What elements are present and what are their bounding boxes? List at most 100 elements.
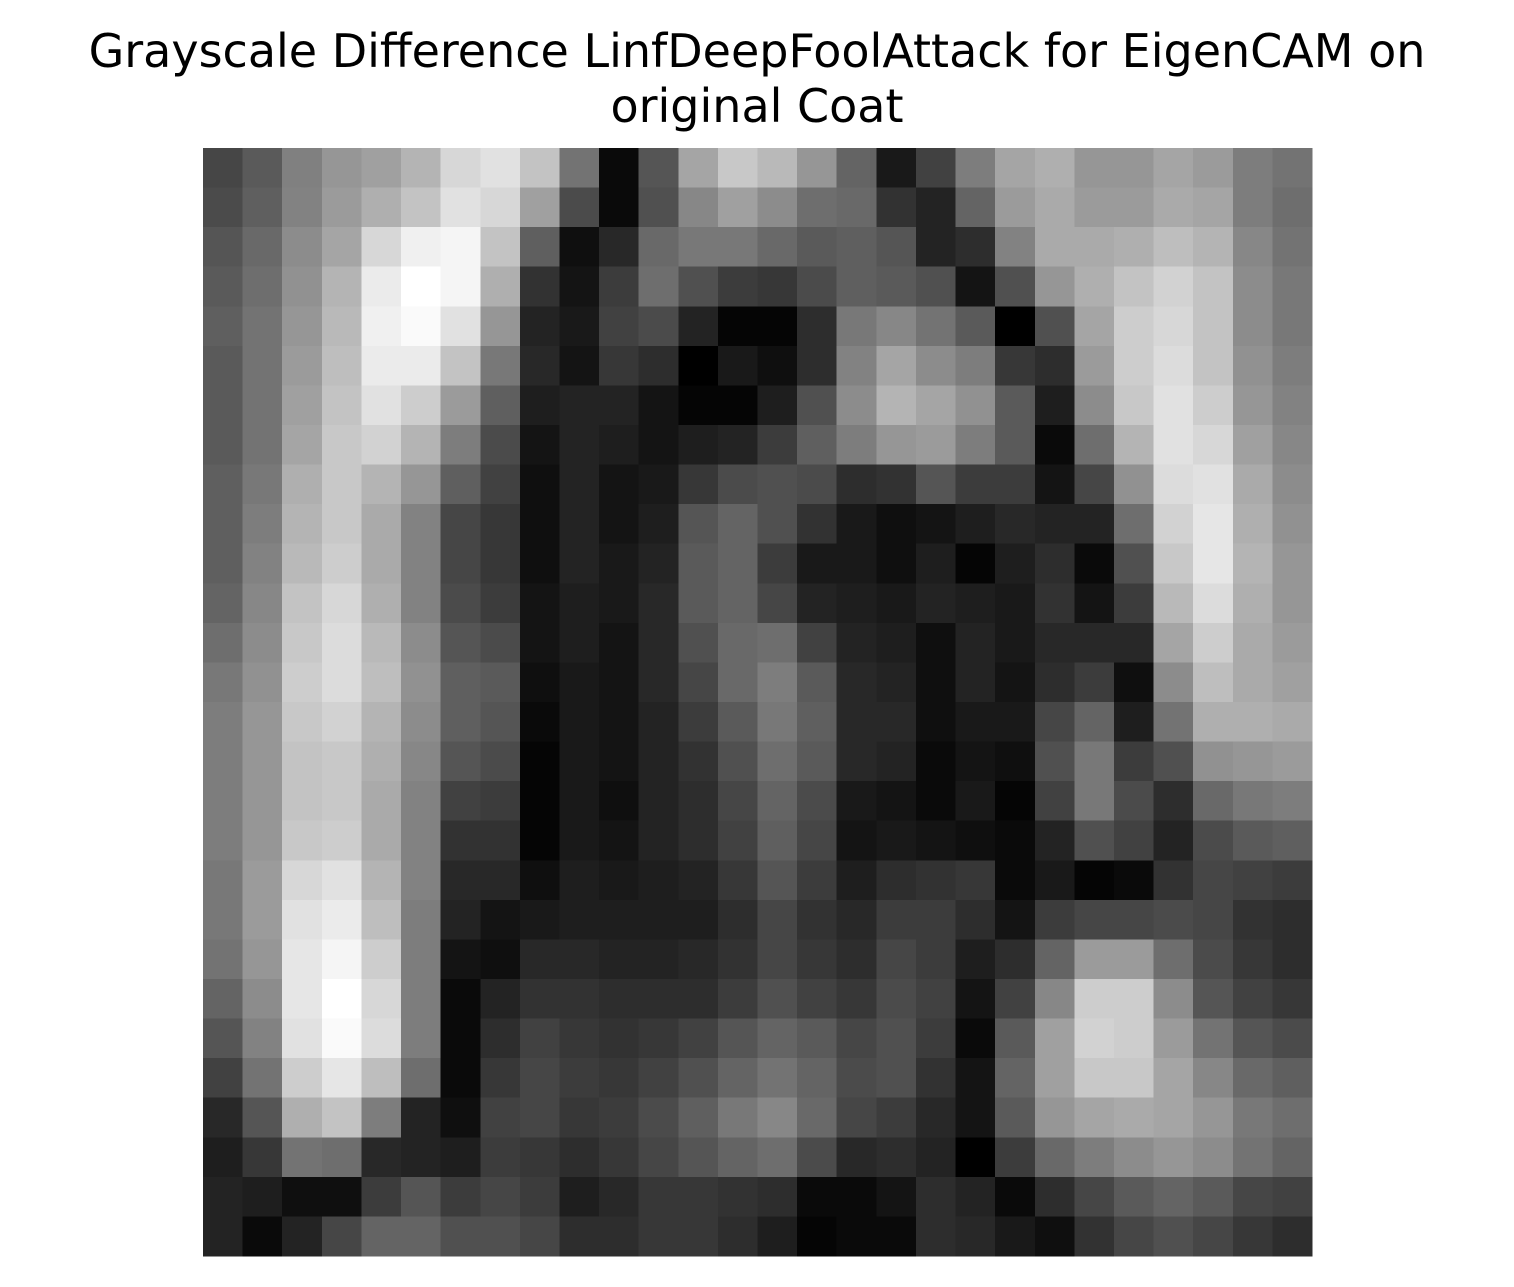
heatmap-cell xyxy=(836,939,877,980)
heatmap-cell xyxy=(995,1097,1036,1138)
heatmap-cell xyxy=(836,979,877,1020)
heatmap-cell xyxy=(599,1176,640,1218)
heatmap-cell xyxy=(1272,504,1313,545)
heatmap-cell xyxy=(638,899,679,941)
heatmap-cell xyxy=(1034,899,1075,941)
heatmap-cell xyxy=(559,899,600,941)
heatmap-cell xyxy=(1193,860,1234,901)
heatmap-cell xyxy=(559,622,600,664)
heatmap-cell xyxy=(915,345,957,387)
heatmap-cell xyxy=(203,148,244,189)
heatmap-cell xyxy=(1193,583,1234,624)
heatmap-cell xyxy=(915,781,957,822)
heatmap-cell xyxy=(1113,899,1155,941)
heatmap-cell xyxy=(1113,464,1155,505)
heatmap-cell xyxy=(401,1137,442,1178)
heatmap-cell xyxy=(1193,227,1234,268)
heatmap-cell xyxy=(440,266,481,307)
heatmap-cell xyxy=(203,1058,244,1099)
heatmap-cell xyxy=(1232,345,1273,387)
heatmap-cell xyxy=(757,662,798,703)
heatmap-cell xyxy=(1232,385,1273,426)
heatmap-cell xyxy=(1113,939,1155,980)
heatmap-cell xyxy=(915,583,957,624)
heatmap-cell xyxy=(1272,1216,1313,1257)
heatmap-cell xyxy=(321,385,363,426)
heatmap-cell xyxy=(242,504,283,545)
heatmap-cell xyxy=(203,820,244,861)
heatmap-cell xyxy=(678,227,719,268)
heatmap-cell xyxy=(1153,1216,1194,1257)
heatmap-cell xyxy=(1034,187,1075,228)
heatmap-cell xyxy=(1153,622,1194,664)
heatmap-cell xyxy=(1153,583,1194,624)
heatmap-cell xyxy=(480,425,521,466)
heatmap-cell xyxy=(440,662,481,703)
heatmap-cell xyxy=(282,741,323,782)
heatmap-cell xyxy=(519,504,561,545)
heatmap-cell xyxy=(1113,1176,1155,1218)
heatmap-cell xyxy=(1193,1176,1234,1218)
heatmap-cell xyxy=(638,464,679,505)
heatmap-cell xyxy=(559,464,600,505)
heatmap-cell xyxy=(282,345,323,387)
heatmap-cell xyxy=(321,781,363,822)
heatmap-cell xyxy=(480,939,521,980)
heatmap-cell xyxy=(599,187,640,228)
heatmap-cell xyxy=(757,1176,798,1218)
heatmap-cell xyxy=(757,464,798,505)
heatmap-cell xyxy=(203,345,244,387)
heatmap-cell xyxy=(519,939,561,980)
heatmap-cell xyxy=(797,148,838,189)
heatmap-cell xyxy=(638,781,679,822)
heatmap-cell xyxy=(1074,702,1115,743)
heatmap-cell xyxy=(1034,741,1075,782)
heatmap-cell xyxy=(599,820,640,861)
heatmap-cell xyxy=(836,1176,877,1218)
heatmap-cell xyxy=(401,979,442,1020)
heatmap-cell xyxy=(1074,1058,1115,1099)
heatmap-cell xyxy=(1074,1137,1115,1178)
heatmap-cell xyxy=(955,1018,996,1059)
heatmap-cell xyxy=(361,702,402,743)
heatmap-cell xyxy=(401,860,442,901)
heatmap-cell xyxy=(1193,345,1234,387)
heatmap-cell xyxy=(955,860,996,901)
heatmap-cell xyxy=(995,1176,1036,1218)
heatmap-cell xyxy=(1153,1058,1194,1099)
heatmap-cell xyxy=(1232,899,1273,941)
heatmap-cell xyxy=(282,1176,323,1218)
heatmap-cell xyxy=(480,306,521,347)
heatmap-cell xyxy=(242,1216,283,1257)
heatmap-cell xyxy=(1193,1097,1234,1138)
heatmap-cell xyxy=(638,741,679,782)
heatmap-cell xyxy=(1074,464,1115,505)
heatmap-cell xyxy=(955,543,996,584)
heatmap-cell xyxy=(757,543,798,584)
heatmap-cell xyxy=(242,702,283,743)
heatmap-cell xyxy=(678,662,719,703)
heatmap-cell xyxy=(1113,543,1155,584)
heatmap-cell xyxy=(401,266,442,307)
heatmap-cell xyxy=(203,187,244,228)
heatmap-cell xyxy=(1232,741,1273,782)
heatmap-cell xyxy=(757,1018,798,1059)
heatmap-cell xyxy=(638,345,679,387)
heatmap-cell xyxy=(797,464,838,505)
heatmap-cell xyxy=(1193,899,1234,941)
heatmap-cell xyxy=(797,306,838,347)
heatmap-cell xyxy=(282,1018,323,1059)
heatmap-cell xyxy=(797,1018,838,1059)
heatmap-cell xyxy=(1113,622,1155,664)
heatmap-cell xyxy=(797,1176,838,1218)
heatmap-cell xyxy=(242,266,283,307)
heatmap-cell xyxy=(836,345,877,387)
heatmap-cell xyxy=(757,583,798,624)
heatmap-cell xyxy=(1272,820,1313,861)
heatmap-cell xyxy=(1193,306,1234,347)
heatmap-cell xyxy=(1153,820,1194,861)
heatmap-cell xyxy=(678,860,719,901)
heatmap-cell xyxy=(1074,781,1115,822)
heatmap-cell xyxy=(876,227,917,268)
